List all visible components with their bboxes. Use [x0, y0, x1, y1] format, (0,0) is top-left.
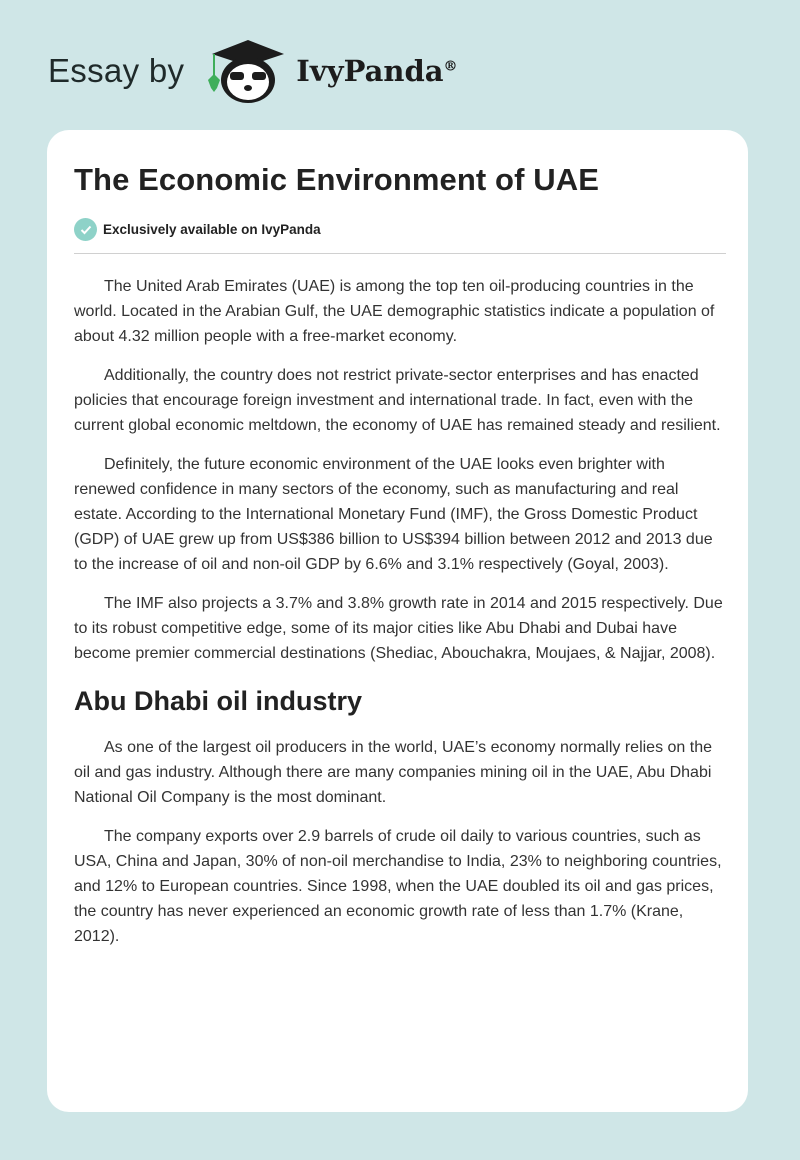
essay-card: The Economic Environment of UAE Exclusiv…: [47, 130, 748, 1112]
badge-text: Exclusively available on IvyPanda: [103, 222, 321, 237]
section-heading: Abu Dhabi oil industry: [74, 686, 362, 716]
page-title: The Economic Environment of UAE: [74, 162, 599, 197]
paragraph: The IMF also projects a 3.7% and 3.8% gr…: [74, 595, 723, 662]
essay-by-label: Essay by: [48, 52, 185, 89]
divider: [74, 253, 726, 254]
paragraph: As one of the largest oil producers in t…: [74, 739, 713, 806]
registered-mark: ®: [443, 58, 458, 75]
site-header: Essay by IvyPanda®: [48, 36, 458, 106]
brand-name[interactable]: IvyPanda®: [296, 54, 457, 88]
ivypanda-logo-icon[interactable]: [202, 36, 288, 106]
check-icon: [74, 218, 97, 241]
brand-text: IvyPanda: [296, 54, 444, 88]
exclusive-badge: Exclusively available on IvyPanda: [74, 218, 726, 241]
paragraph: Definitely, the future economic environm…: [74, 456, 713, 573]
essay-content: The Economic Environment of UAE Exclusiv…: [74, 162, 726, 963]
paragraph: The company exports over 2.9 barrels of …: [74, 828, 722, 945]
paragraph: Additionally, the country does not restr…: [74, 367, 721, 434]
paragraph: The United Arab Emirates (UAE) is among …: [74, 278, 715, 345]
